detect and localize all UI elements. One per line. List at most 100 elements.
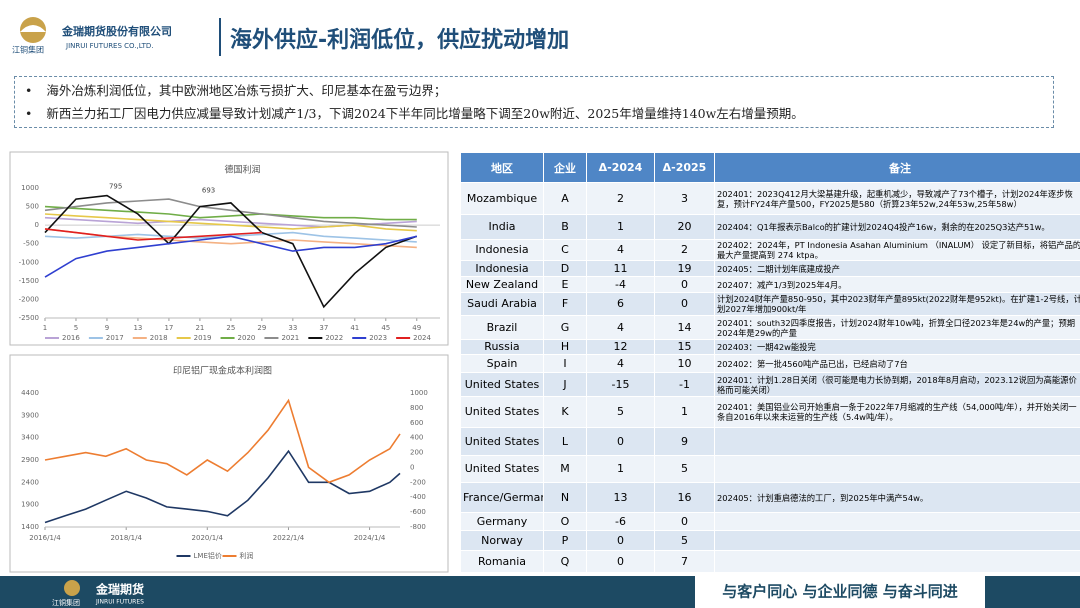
- cell: -1: [654, 372, 715, 397]
- cell: 20: [654, 214, 715, 240]
- cell: 0: [586, 550, 655, 573]
- cell: L: [543, 427, 587, 456]
- note-cell: 202401：计划1.28日关闭（很可能是电力长协到期，2018年8月启动，20…: [714, 372, 1080, 397]
- cell: Russia: [460, 339, 544, 355]
- footer-brand: 金瑞期货: [95, 582, 144, 597]
- cell: 16: [654, 482, 715, 513]
- table-row: New Zealand E -4 0 202407：减产1/3到2025年4月。: [460, 276, 1080, 293]
- y-tick-label: 1900: [21, 501, 39, 509]
- cell: 11: [586, 260, 655, 277]
- cell: 1: [654, 396, 715, 428]
- cell: New Zealand: [460, 276, 544, 293]
- note-cell: 202402：2024年，PT Indonesia Asahan Alumini…: [714, 239, 1080, 261]
- cell: H: [543, 339, 587, 355]
- y2-tick-label: 1000: [410, 389, 428, 397]
- x-tick-label: 2018/1/4: [110, 534, 142, 542]
- cell: 19: [654, 260, 715, 277]
- x-tick-label: 21: [195, 324, 204, 332]
- x-tick-label: 1: [43, 324, 47, 332]
- y-tick-label: -1500: [19, 277, 39, 285]
- note-cell: 202405：计划重启德法的工厂，到2025年中满产54w。: [714, 482, 1080, 513]
- cell: Spain: [460, 354, 544, 373]
- cell: Indonesia: [460, 260, 544, 277]
- table-row: India B 1 20 202404：Q1年报表示Balco的扩建计划2024Q4投产…: [460, 214, 1080, 240]
- company-name-en: JINRUI FUTURES CO.,LTD.: [65, 42, 154, 50]
- x-tick-label: 2022/1/4: [273, 534, 305, 542]
- header-row: 地区 企业 Δ-2024 Δ-2025 备注: [460, 152, 1080, 183]
- bullet: 海外冶炼利润低位，其中欧洲地区冶炼亏损扩大、印尼基本在盈亏边界；: [25, 79, 1043, 102]
- y2-tick-label: 200: [410, 449, 423, 457]
- y-tick-label: 3400: [21, 434, 39, 442]
- series-line: [44, 398, 401, 484]
- note-cell: 202401：2023Q412月大梁基建升级，起重机减少，导致减产了73个槽子，…: [714, 182, 1080, 215]
- header-cell: Δ-2024: [586, 152, 655, 183]
- note-cell: 计划2024财年产量850-950，其中2023财年产量895kt(2022财年…: [714, 292, 1080, 316]
- series-line: [44, 205, 417, 221]
- y2-tick-label: 400: [410, 434, 423, 442]
- header-cell: 备注: [714, 152, 1080, 183]
- cell: C: [543, 239, 587, 261]
- note-cell: [714, 550, 1080, 573]
- x-tick-label: 29: [257, 324, 266, 332]
- table-row: Romania Q 0 7: [460, 550, 1080, 573]
- legend-label: LME铝价: [194, 551, 222, 560]
- x-tick-label: 45: [381, 324, 390, 332]
- table-row: Indonesia C 4 2 202402：2024年，PT Indonesia As…: [460, 239, 1080, 261]
- logo-mark: [20, 25, 46, 32]
- cell: 2: [586, 182, 655, 215]
- y-tick-label: 0: [35, 221, 39, 229]
- table-row: Brazil G 4 14 202401：south32四季度报告，计划2024财年10…: [460, 315, 1080, 340]
- cell: 2: [654, 239, 715, 261]
- slide-title: 海外供应-利润低位，供应扰动增加: [230, 27, 569, 53]
- bullet: 新西兰力拓工厂因电力供应减量导致计划减产1/3，下调2024下半年同比增量略下调…: [25, 102, 1043, 125]
- y-tick-label: 2400: [21, 478, 39, 486]
- cell: 1: [586, 214, 655, 240]
- cell: United States: [460, 427, 544, 456]
- cell: Norway: [460, 530, 544, 551]
- cell: 1: [586, 455, 655, 483]
- legend-label: 2023: [369, 334, 387, 342]
- cell: Brazil: [460, 315, 544, 340]
- annotation: 795: [109, 183, 122, 191]
- table-row: United States K 5 1 202401：美国铝业公司开始重启一条于2022…: [460, 396, 1080, 428]
- footer-brand-en: JINRUI FUTURES: [95, 599, 144, 606]
- legend-label: 2017: [106, 334, 124, 342]
- company-name: 金瑞期货股份有限公司: [61, 24, 172, 38]
- cell: Q: [543, 550, 587, 573]
- cell: J: [543, 372, 587, 397]
- table-row: France/GermanyN1316202405：计划重启德法的工厂，到202…: [460, 482, 1080, 513]
- x-tick-label: 41: [350, 324, 359, 332]
- cell: 4: [586, 239, 655, 261]
- cell: 9: [654, 427, 715, 456]
- x-tick-label: 2024/1/4: [354, 534, 386, 542]
- series-line: [44, 198, 417, 228]
- cell: -15: [586, 372, 655, 397]
- header-cell: Δ-2025: [654, 152, 715, 183]
- note-cell: 202403：一期42w能投完: [714, 339, 1080, 355]
- cell: 13: [586, 482, 655, 513]
- y-tick-label: 3900: [21, 411, 39, 419]
- note-cell: [714, 512, 1080, 531]
- chart-title: 德国利润: [224, 164, 260, 176]
- cell: O: [543, 512, 587, 531]
- x-tick-label: 2016/1/4: [29, 534, 61, 542]
- slogan: 与客户同心 与企业同德 与奋斗同进: [722, 583, 957, 601]
- table-row: Indonesia D 11 19 202405：二期计划年底建成投产: [460, 260, 1080, 277]
- slogan-box: [695, 576, 985, 608]
- x-tick-label: 17: [164, 324, 173, 332]
- legend-label: 2021: [281, 334, 299, 342]
- y-tick-label: -2000: [19, 295, 39, 303]
- series-line: [44, 235, 417, 278]
- table-row: United States J -15 -1 202401：计划1.28日关闭（很可能是…: [460, 372, 1080, 397]
- y-tick-label: -500: [23, 240, 39, 248]
- cell: Saudi Arabia: [460, 292, 544, 316]
- x-tick-label: 5: [74, 324, 78, 332]
- cell: Romania: [460, 550, 544, 573]
- note-cell: 202404：Q1年报表示Balco的扩建计划2024Q4投产16w，剩余的在2…: [714, 214, 1080, 240]
- cell: -6: [586, 512, 655, 531]
- cell: 0: [654, 512, 715, 531]
- note-cell: 202401：美国铝业公司开始重启一条于2022年7月缩减的生产线（54,000…: [714, 396, 1080, 428]
- header-cell: 地区: [460, 152, 544, 183]
- y-tick-label: 4400: [21, 389, 39, 397]
- cell: Indonesia: [460, 239, 544, 261]
